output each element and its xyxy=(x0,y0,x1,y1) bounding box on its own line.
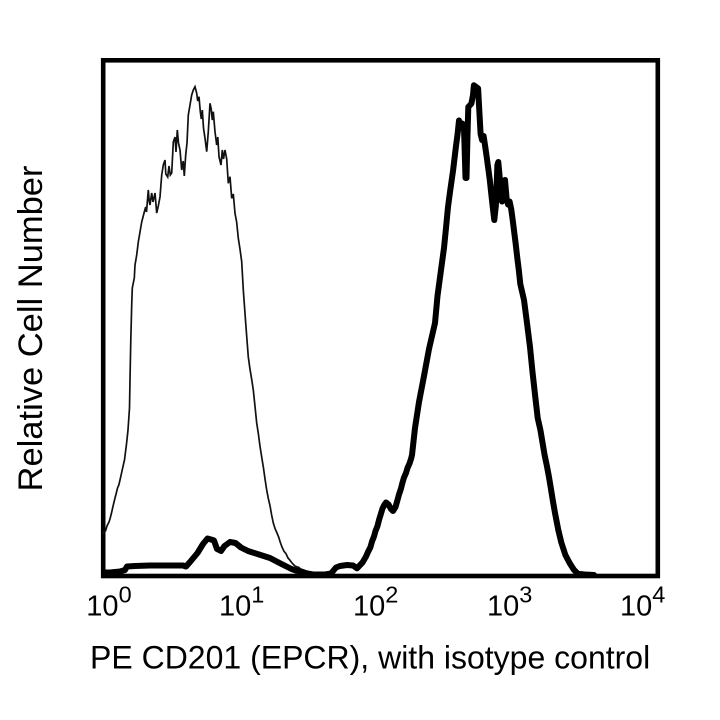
svg-text:104: 104 xyxy=(620,582,665,623)
svg-text:103: 103 xyxy=(487,582,532,623)
svg-text:PE CD201 (EPCR), with isotype: PE CD201 (EPCR), with isotype control xyxy=(90,640,650,676)
svg-text:Relative Cell Number: Relative Cell Number xyxy=(12,166,50,492)
svg-text:101: 101 xyxy=(219,582,264,623)
svg-text:102: 102 xyxy=(353,582,398,623)
svg-text:100: 100 xyxy=(86,582,131,623)
